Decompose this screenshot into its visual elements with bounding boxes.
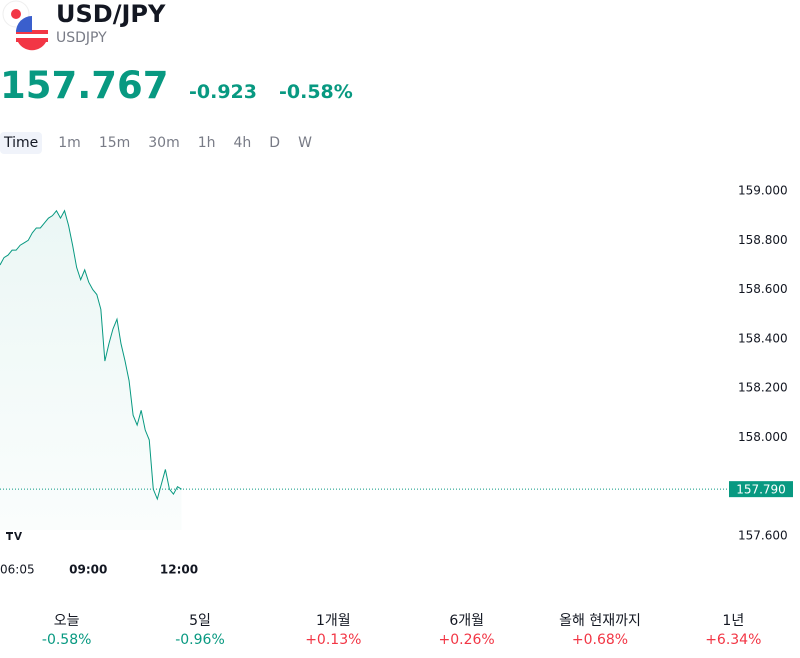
x-tick-label: 06:05 (0, 563, 35, 577)
period-change: -0.96% (175, 632, 225, 648)
period[interactable]: 6개월 +0.26% (400, 610, 533, 648)
area (0, 210, 182, 530)
ticker: USDJPY (56, 30, 107, 46)
period[interactable]: 오늘 -0.58% (0, 610, 133, 648)
x-tick-label: 09:00 (69, 563, 107, 577)
y-tick-label: 158.400 (738, 331, 788, 345)
period-label: 1개월 (315, 613, 351, 629)
period-label: 1년 (722, 613, 745, 629)
price-line (0, 209, 182, 501)
period-change: +6.34% (705, 632, 762, 648)
tab[interactable]: Time (0, 132, 43, 154)
period-label: 오늘 (53, 613, 80, 629)
period-label: 5일 (189, 613, 211, 629)
tab[interactable]: 30m (148, 135, 180, 151)
period-label: 6개월 (449, 613, 484, 629)
period-label: 올해 현재까지 (559, 613, 641, 629)
tab[interactable]: 1h (197, 135, 216, 151)
symbol: USD/JPY (56, 0, 166, 28)
change: -0.923 (189, 81, 257, 103)
tab[interactable]: 15m (98, 135, 131, 151)
flag (2, 0, 48, 51)
tabs: Time 1m 15m 30m 1h 4h D W (0, 132, 322, 154)
tab[interactable]: W (298, 135, 312, 151)
period[interactable]: 1년 +6.34% (667, 610, 800, 648)
period[interactable]: 올해 현재까지 +0.68% (533, 610, 666, 648)
y-tick-label: 158.200 (738, 381, 788, 395)
period-change: -0.58% (41, 632, 92, 648)
period-change: +0.68% (571, 632, 629, 648)
tab[interactable]: 1m (58, 135, 81, 151)
y-tick-label: 159.000 (738, 184, 788, 198)
y-tick-label: 158.000 (738, 430, 788, 444)
period-change: +0.13% (305, 632, 362, 648)
tab[interactable]: D (269, 135, 281, 151)
y-tick-label: 158.800 (738, 233, 788, 247)
tab[interactable]: 4h (233, 135, 252, 151)
price: 157.767 (0, 64, 169, 107)
change-pct: -0.58% (279, 81, 353, 103)
period-change: +0.26% (438, 632, 495, 648)
periods: 오늘 -0.58% 5일 -0.96% 1개월 +0.13% 6개월 +0.26% 올해 현재까… (0, 610, 800, 648)
period[interactable]: 1개월 +0.13% (267, 610, 400, 648)
y-tick-label: 158.600 (738, 282, 788, 296)
last-price-label: 157.790 (736, 483, 786, 497)
last-price-box (729, 481, 793, 498)
y-tick-label: 157.600 (738, 528, 788, 542)
period[interactable]: 5일 -0.96% (133, 610, 266, 648)
x-tick-label: 12:00 (160, 563, 198, 577)
